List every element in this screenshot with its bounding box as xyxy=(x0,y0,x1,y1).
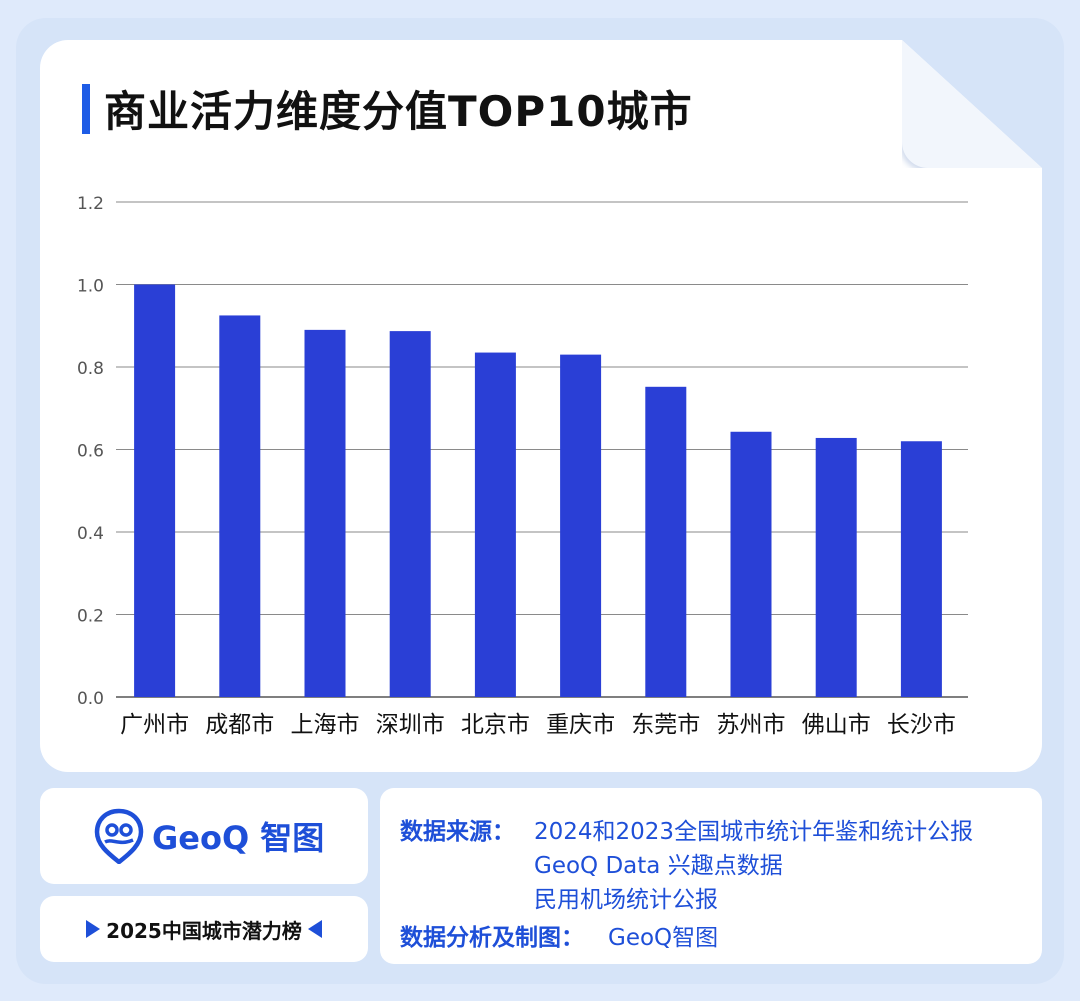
bar xyxy=(134,284,176,697)
y-tick-label: 0.4 xyxy=(77,524,104,544)
source-line-2: GeoQ Data 兴趣点数据 xyxy=(534,853,783,879)
triangle-left-icon xyxy=(307,920,322,938)
y-tick-label: 0.8 xyxy=(77,359,104,379)
bar xyxy=(560,354,602,697)
bar xyxy=(730,431,772,697)
title-accent-bar xyxy=(82,84,90,134)
bar xyxy=(900,441,942,697)
y-tick-label: 1.0 xyxy=(77,277,104,297)
bar xyxy=(645,386,687,697)
triangle-right-icon xyxy=(86,920,101,938)
bar xyxy=(474,352,516,697)
x-tick-label: 深圳市 xyxy=(376,712,445,738)
bar xyxy=(304,329,346,697)
x-tick-label: 重庆市 xyxy=(546,712,615,738)
x-tick-label: 上海市 xyxy=(291,712,360,738)
bar-chart: 0.0 0.2 0.4 0.6 0.8 1.0 1.2 广州市 成都市 上海市 深圳市 北京市 重庆市东… xyxy=(77,194,968,738)
logo-panel: GeoQ 智图 xyxy=(40,788,368,884)
ranking-label: 2025中国城市潜力榜 xyxy=(106,918,302,943)
x-tick-label: 佛山市 xyxy=(802,712,871,738)
info-panel: 数据来源： 2024和2023全国城市统计年鉴和统计公报 GeoQ Data 兴… xyxy=(380,788,1042,964)
y-tick-label: 1.2 xyxy=(77,194,104,214)
y-tick-label: 0.0 xyxy=(77,689,104,709)
chart-card xyxy=(40,40,1042,772)
x-tick-label: 广州市 xyxy=(120,712,189,738)
analysis-value: GeoQ智图 xyxy=(608,925,719,951)
source-line-3: 民用机场统计公报 xyxy=(534,887,718,913)
y-tick-label: 0.6 xyxy=(77,442,104,462)
chart-title: 商业活力维度分值TOP10城市 xyxy=(104,87,693,136)
geoq-logo-icon xyxy=(94,808,144,864)
x-tick-label: 成都市 xyxy=(205,712,274,738)
bar xyxy=(219,315,261,697)
bar xyxy=(815,437,857,697)
bar xyxy=(389,331,431,697)
logo-brand-text: GeoQ 智图 xyxy=(152,819,325,857)
x-tick-label: 北京市 xyxy=(461,712,530,738)
x-tick-label: 东莞市 xyxy=(631,712,700,738)
ranking-panel: 2025中国城市潜力榜 xyxy=(40,896,368,962)
source-label: 数据来源： xyxy=(400,819,515,845)
source-line-1: 2024和2023全国城市统计年鉴和统计公报 xyxy=(534,819,974,845)
y-tick-label: 0.2 xyxy=(77,607,104,627)
analysis-label: 数据分析及制图： xyxy=(400,925,584,951)
x-tick-label: 苏州市 xyxy=(717,712,786,738)
x-tick-label: 长沙市 xyxy=(887,712,956,738)
